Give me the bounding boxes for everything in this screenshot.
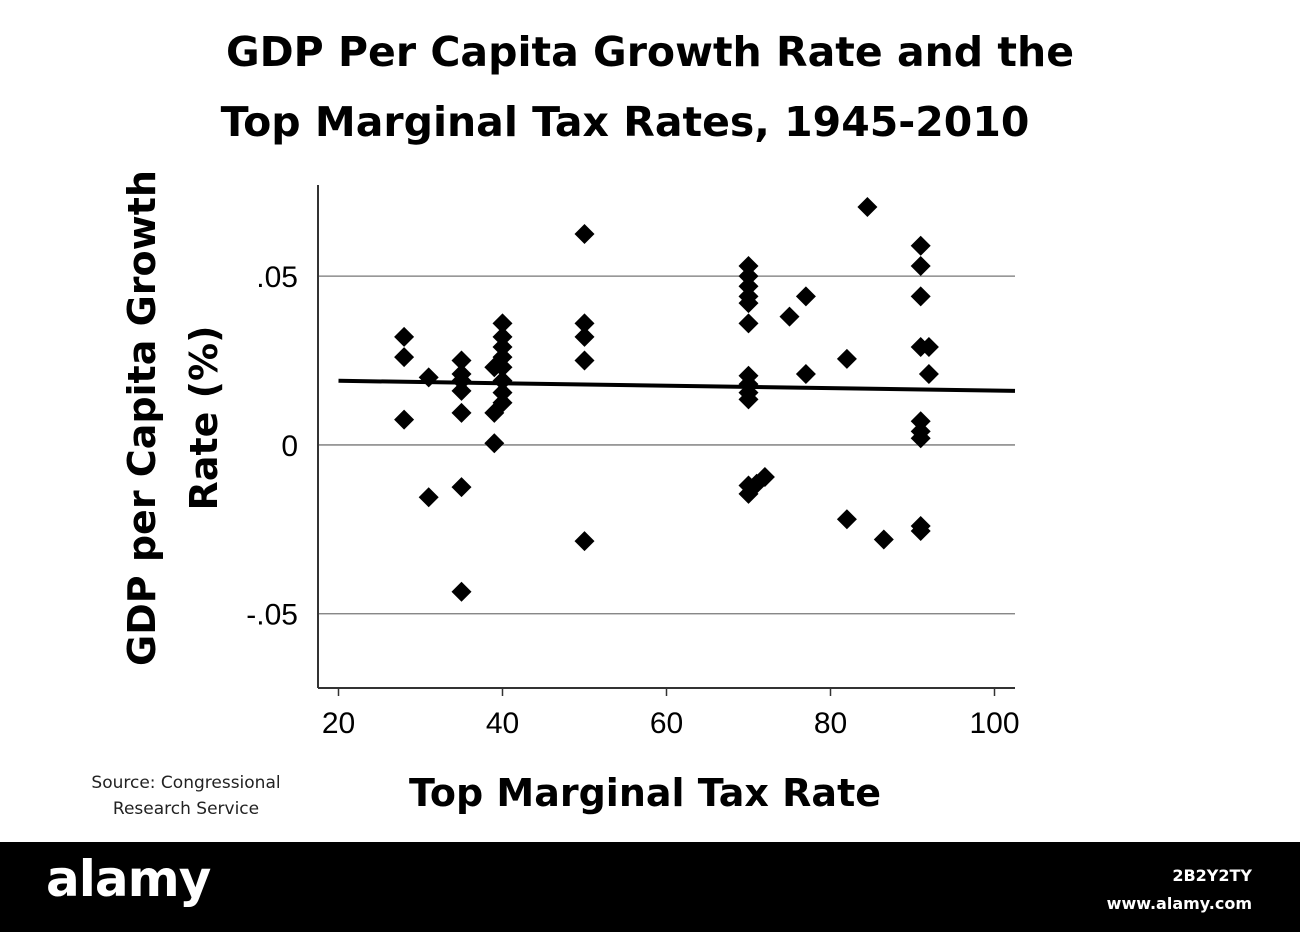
- data-point: [910, 428, 931, 449]
- data-point: [754, 467, 775, 488]
- data-point: [836, 348, 857, 369]
- data-point: [492, 326, 513, 347]
- data-point: [738, 313, 759, 334]
- data-point: [738, 256, 759, 277]
- data-points: [394, 196, 939, 602]
- data-point: [492, 313, 513, 334]
- data-point: [873, 529, 894, 550]
- data-point: [451, 380, 472, 401]
- data-point: [492, 392, 513, 413]
- data-point: [910, 235, 931, 256]
- data-point: [492, 337, 513, 358]
- data-point: [738, 276, 759, 297]
- data-point: [910, 521, 931, 542]
- data-point: [492, 370, 513, 391]
- data-point: [394, 347, 415, 368]
- x-axis-label: Top Marginal Tax Rate: [409, 771, 881, 815]
- y-tick-label: 0: [281, 430, 298, 463]
- trend-line: [338, 378, 1016, 393]
- data-point: [451, 350, 472, 371]
- x-tick-label: 80: [814, 707, 847, 740]
- x-tick-label: 60: [650, 707, 683, 740]
- data-point: [451, 581, 472, 602]
- data-point: [451, 477, 472, 498]
- data-point: [910, 286, 931, 307]
- footer-bar: alamy 2B2Y2TY www.alamy.com: [0, 842, 1300, 932]
- data-point: [918, 337, 939, 358]
- footer-url: www.alamy.com: [1106, 894, 1252, 913]
- y-tick-label: -.05: [246, 599, 298, 632]
- brand-logo: alamy: [46, 850, 211, 908]
- axes: [317, 185, 1015, 696]
- image-id: 2B2Y2TY: [1172, 866, 1252, 885]
- x-tick-labels: 20 40 60 80 100: [322, 707, 1020, 740]
- chart-title-line-2: Top Marginal Tax Rates, 1945-2010: [220, 98, 1030, 146]
- y-tick-labels: -.05 0 .05: [246, 261, 298, 632]
- data-point: [394, 326, 415, 347]
- scatter-chart: -.05 0 .05 20 40 60 80 100 GDP per Capita Grow…: [120, 170, 1020, 815]
- data-point: [574, 313, 595, 334]
- data-point: [857, 196, 878, 217]
- data-point: [918, 364, 939, 385]
- data-point: [574, 223, 595, 244]
- data-point: [795, 364, 816, 385]
- y-axis-label-line-1: GDP per Capita Growth: [120, 170, 164, 666]
- data-point: [492, 357, 513, 378]
- y-axis-label-line-2: Rate (%): [182, 326, 226, 511]
- data-point: [418, 487, 439, 508]
- data-point: [738, 266, 759, 287]
- data-point: [394, 409, 415, 430]
- source-line-2: Research Service: [112, 799, 260, 819]
- x-tick-label: 100: [969, 707, 1019, 740]
- data-point: [738, 389, 759, 410]
- data-point: [574, 326, 595, 347]
- data-point: [451, 402, 472, 423]
- chart-title-line-1: GDP Per Capita Growth Rate and the: [225, 28, 1075, 76]
- data-point: [795, 286, 816, 307]
- source-line-1: Source: Congressional: [91, 773, 281, 793]
- grid-lines: [318, 275, 1015, 615]
- data-point: [484, 433, 505, 454]
- x-tick-label: 20: [322, 707, 355, 740]
- trend-line-group: [338, 378, 1016, 393]
- x-tick-label: 40: [486, 707, 519, 740]
- data-point: [574, 350, 595, 371]
- data-point: [574, 531, 595, 552]
- data-point: [738, 293, 759, 314]
- data-point: [418, 367, 439, 388]
- y-tick-label: .05: [256, 261, 298, 294]
- data-point: [910, 256, 931, 277]
- data-point: [910, 411, 931, 432]
- data-point: [779, 306, 800, 327]
- data-point: [492, 347, 513, 368]
- data-point: [836, 509, 857, 530]
- data-point: [492, 382, 513, 403]
